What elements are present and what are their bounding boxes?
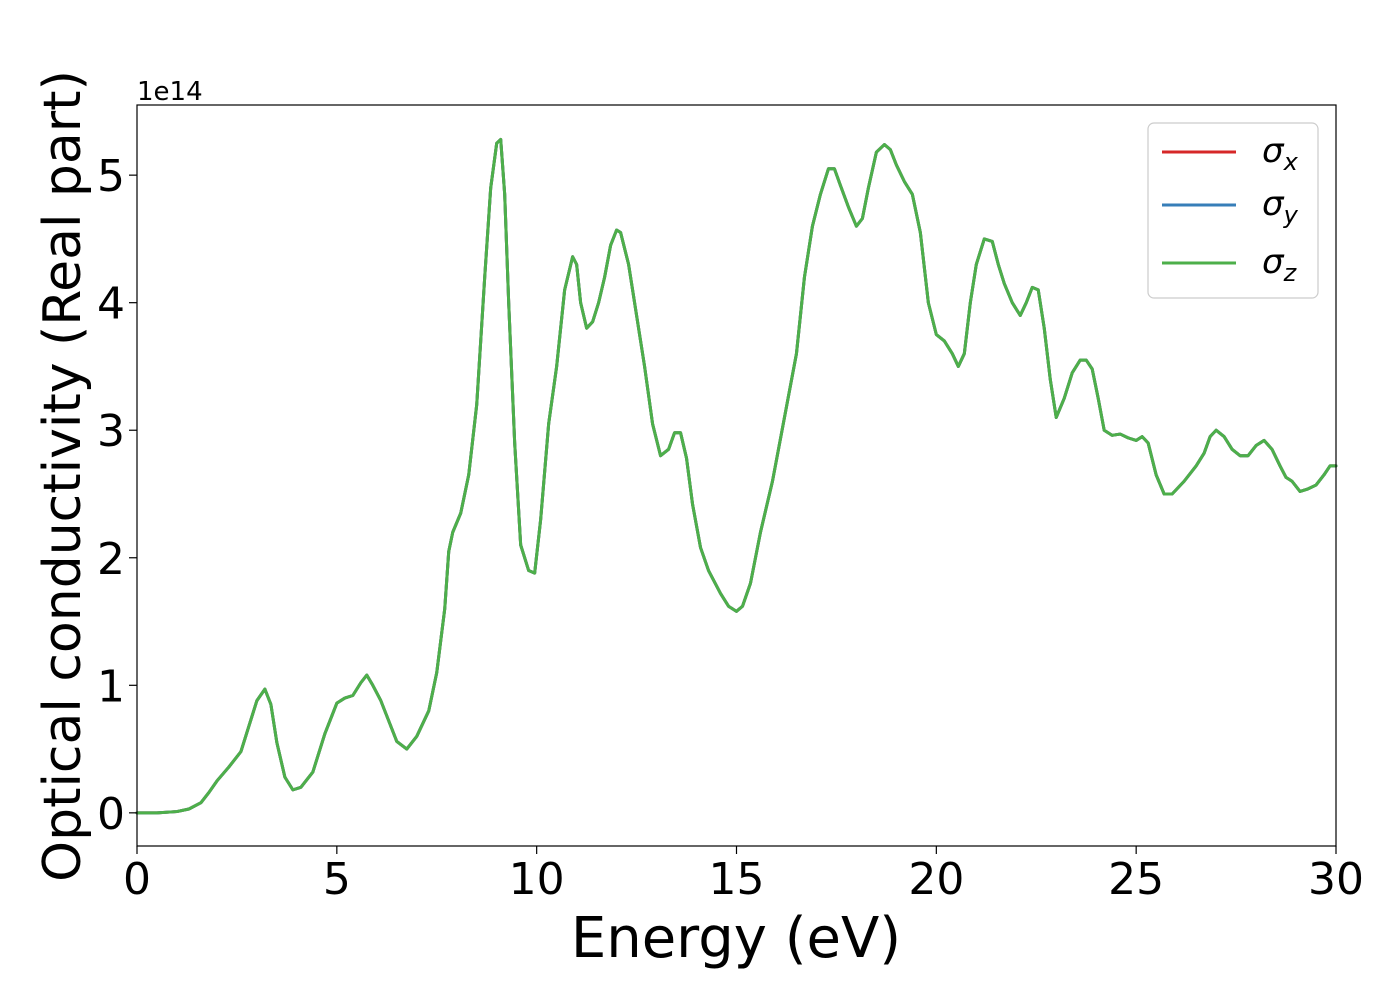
legend-box: [1147, 122, 1319, 299]
x-tick-label: 15: [709, 854, 765, 905]
series-line-z: [135, 137, 1338, 815]
legend-label-z: σz: [1262, 242, 1298, 287]
x-tick-label: 20: [908, 854, 964, 905]
legend: σx σy σz: [1147, 122, 1319, 299]
x-axis-ticks: 0 5 10 15 20 25 30: [123, 846, 1364, 905]
y-tick-label: 3: [97, 406, 125, 457]
x-tick-label: 30: [1308, 854, 1364, 905]
x-tick-label: 25: [1108, 854, 1164, 905]
x-axis-title: Energy (eV): [571, 906, 901, 971]
y-tick-label: 0: [97, 789, 125, 840]
legend-label-y: σy: [1262, 184, 1299, 229]
y-offset-label: 1e14: [137, 77, 203, 107]
x-tick-label: 0: [123, 854, 151, 905]
y-tick-label: 1: [97, 661, 125, 712]
x-tick-label: 10: [509, 854, 565, 905]
y-tick-label: 5: [97, 151, 125, 202]
y-axis-title: Optical conductivity (Real part): [33, 70, 93, 882]
legend-entries: σx σy σz: [1162, 131, 1299, 287]
y-tick-label: 2: [97, 534, 125, 585]
y-tick-label: 4: [97, 279, 125, 330]
y-axis-ticks: 0 1 2 3 4 5: [97, 151, 137, 840]
series-layer: [135, 137, 1338, 815]
legend-label-x: σx: [1262, 131, 1299, 176]
x-tick-label: 5: [323, 854, 351, 905]
